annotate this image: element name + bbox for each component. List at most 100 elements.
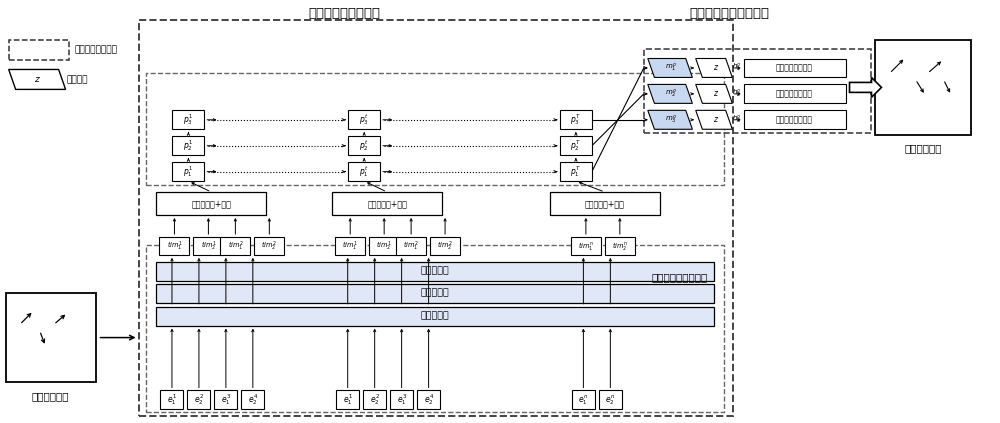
Bar — [156, 307, 714, 326]
Bar — [6, 293, 96, 382]
Bar — [254, 237, 284, 255]
Text: $tim_{2}^{1}$: $tim_{2}^{1}$ — [376, 239, 392, 253]
Bar — [396, 237, 426, 255]
Bar — [390, 390, 413, 409]
Bar — [172, 110, 204, 129]
Bar — [875, 40, 971, 135]
Text: 社会注意力+池化: 社会注意力+池化 — [191, 199, 231, 208]
Text: $tim_{1}^{n}$: $tim_{1}^{n}$ — [578, 240, 594, 252]
Bar — [744, 110, 846, 129]
Bar — [241, 390, 264, 409]
Text: $tim_{2}^{2}$: $tim_{2}^{2}$ — [261, 239, 277, 253]
Text: z: z — [713, 63, 717, 72]
Text: 输出未来轨迹: 输出未来轨迹 — [905, 143, 942, 153]
Text: $p_{2}^{T}$: $p_{2}^{T}$ — [570, 138, 581, 153]
Bar — [193, 237, 223, 255]
Text: 门控循环单元编码模块: 门控循环单元编码模块 — [690, 7, 770, 20]
Text: 个体注意力: 个体注意力 — [421, 312, 449, 321]
Text: $tim_{2}^{1}$: $tim_{2}^{1}$ — [201, 239, 216, 253]
Text: $h_3^o$: $h_3^o$ — [732, 114, 742, 126]
Bar — [744, 58, 846, 77]
Bar — [9, 40, 69, 60]
Text: $e_{2}^{2}$: $e_{2}^{2}$ — [370, 393, 380, 407]
Bar — [430, 237, 460, 255]
Text: $p_{2}^{t}$: $p_{2}^{t}$ — [359, 138, 369, 153]
Text: $m_3^o$: $m_3^o$ — [665, 114, 677, 126]
Bar — [348, 162, 380, 181]
Bar — [572, 390, 595, 409]
Bar — [560, 110, 592, 129]
Text: 高斯噪声: 高斯噪声 — [67, 75, 88, 84]
Bar — [146, 74, 724, 185]
Bar — [146, 245, 724, 412]
Polygon shape — [648, 85, 692, 103]
Text: $p_{1}^{T}$: $p_{1}^{T}$ — [570, 164, 581, 179]
Bar — [156, 284, 714, 303]
Polygon shape — [696, 110, 732, 129]
Bar — [571, 237, 601, 255]
Bar — [139, 19, 733, 416]
Text: z: z — [713, 115, 717, 124]
Text: 解码门控循环单元: 解码门控循环单元 — [776, 63, 813, 72]
Bar — [348, 110, 380, 129]
Bar — [644, 49, 871, 133]
Text: 社会注意力+池化: 社会注意力+池化 — [585, 199, 625, 208]
Text: $e_{1}^{1}$: $e_{1}^{1}$ — [343, 393, 353, 407]
Text: $tim_{2}^{2}$: $tim_{2}^{2}$ — [437, 239, 453, 253]
Bar — [214, 390, 237, 409]
Text: 个体注意力: 个体注意力 — [421, 289, 449, 298]
Bar — [156, 192, 266, 215]
Text: $e_{1}^{1}$: $e_{1}^{1}$ — [167, 393, 177, 407]
Text: $p_{3}^{t}$: $p_{3}^{t}$ — [359, 113, 369, 127]
Text: 解码门控循环单元: 解码门控循环单元 — [776, 115, 813, 124]
Bar — [159, 237, 189, 255]
Bar — [336, 390, 359, 409]
FancyArrow shape — [850, 77, 881, 97]
Bar — [172, 136, 204, 155]
Bar — [369, 237, 399, 255]
Bar — [599, 390, 622, 409]
Text: $tim_{1}^{1}$: $tim_{1}^{1}$ — [342, 239, 358, 253]
Text: $m_1^o$: $m_1^o$ — [665, 62, 677, 74]
Bar — [417, 390, 440, 409]
Text: $h_1^o$: $h_1^o$ — [732, 62, 742, 74]
Bar — [220, 237, 250, 255]
Text: $p_{1}^{t}$: $p_{1}^{t}$ — [359, 164, 369, 179]
Polygon shape — [648, 110, 692, 129]
Text: 社会注意力+池化: 社会注意力+池化 — [367, 199, 407, 208]
Text: $e_{1}^{3}$: $e_{1}^{3}$ — [397, 393, 407, 407]
Polygon shape — [696, 58, 732, 77]
Bar — [744, 85, 846, 103]
Text: $tim_{1}^{2}$: $tim_{1}^{2}$ — [403, 239, 419, 253]
Text: 社会注意力池化模块: 社会注意力池化模块 — [308, 7, 380, 20]
Text: $e_{2}^{2}$: $e_{2}^{2}$ — [194, 393, 204, 407]
Bar — [550, 192, 660, 215]
Bar — [187, 390, 210, 409]
Bar — [332, 192, 442, 215]
Text: $tim_{1}^{2}$: $tim_{1}^{2}$ — [228, 239, 243, 253]
Text: $e_{1}^{3}$: $e_{1}^{3}$ — [221, 393, 231, 407]
Text: 个体注意力: 个体注意力 — [421, 267, 449, 276]
Text: 个体注意力编码模块: 个体注意力编码模块 — [652, 272, 708, 282]
Text: $m_2^o$: $m_2^o$ — [665, 88, 677, 100]
Polygon shape — [9, 69, 66, 89]
Text: $h_2^o$: $h_2^o$ — [732, 88, 742, 100]
Text: $p_{2}^{1}$: $p_{2}^{1}$ — [183, 138, 194, 153]
Text: $e_{2}^{4}$: $e_{2}^{4}$ — [424, 393, 434, 407]
Bar — [172, 162, 204, 181]
Bar — [348, 136, 380, 155]
Text: $tim_{1}^{1}$: $tim_{1}^{1}$ — [167, 239, 182, 253]
Text: z: z — [713, 89, 717, 99]
Polygon shape — [648, 58, 692, 77]
Text: z: z — [34, 75, 39, 84]
Bar — [560, 136, 592, 155]
Bar — [560, 162, 592, 181]
Bar — [156, 262, 714, 281]
Text: $p_{3}^{1}$: $p_{3}^{1}$ — [183, 113, 194, 127]
Text: $p_{3}^{T}$: $p_{3}^{T}$ — [570, 113, 581, 127]
Text: $e_{2}^{4}$: $e_{2}^{4}$ — [248, 393, 258, 407]
Text: $tim_{2}^{n}$: $tim_{2}^{n}$ — [612, 240, 628, 252]
Bar — [605, 237, 635, 255]
Text: 输入历史轨迹: 输入历史轨迹 — [32, 391, 69, 401]
Bar — [363, 390, 386, 409]
